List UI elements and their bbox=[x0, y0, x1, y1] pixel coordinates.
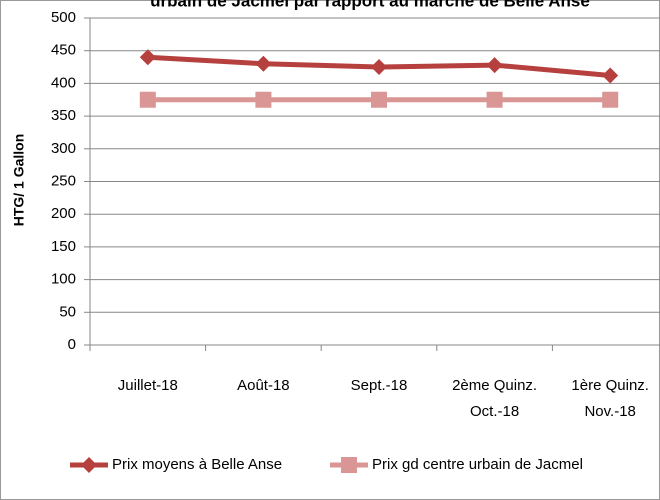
data-point bbox=[255, 91, 272, 108]
y-tick-label: 350 bbox=[51, 107, 76, 124]
y-tick-label: 50 bbox=[59, 303, 76, 320]
data-point bbox=[341, 457, 357, 473]
chart-title: urbain de Jacmel par rapport au marché d… bbox=[150, 0, 590, 10]
data-point bbox=[255, 55, 272, 72]
y-axis-label: HTG/ 1 Gallon bbox=[11, 134, 27, 227]
y-tick-label: 0 bbox=[68, 336, 76, 353]
y-tick-label: 100 bbox=[51, 271, 76, 288]
legend-label: Prix gd centre urbain de Jacmel bbox=[372, 456, 583, 473]
y-tick-label: 200 bbox=[51, 205, 76, 222]
x-tick-label: Juillet-18 bbox=[117, 377, 178, 394]
data-point bbox=[602, 91, 619, 108]
data-point bbox=[486, 57, 503, 74]
data-point bbox=[602, 67, 619, 84]
data-point bbox=[371, 59, 387, 76]
legend-label: Prix moyens à Belle Anse bbox=[112, 456, 282, 473]
data-point bbox=[371, 91, 387, 108]
y-tick-label: 250 bbox=[51, 172, 76, 189]
data-point bbox=[486, 91, 503, 108]
data-point bbox=[81, 457, 97, 473]
y-tick-label: 500 bbox=[51, 9, 76, 26]
data-point bbox=[139, 91, 156, 108]
x-tick-label: Sept.-18 bbox=[350, 377, 408, 394]
x-tick-label: 1ère Quinz. Nov.-18 bbox=[571, 377, 649, 420]
data-point bbox=[139, 49, 156, 66]
y-tick-label: 300 bbox=[51, 140, 76, 157]
y-tick-label: 400 bbox=[51, 74, 76, 91]
y-tick-label: 450 bbox=[51, 42, 76, 59]
x-tick-label: 2ème Quinz. Oct.-18 bbox=[452, 377, 538, 420]
x-tick-label: Août-18 bbox=[237, 377, 290, 394]
y-tick-label: 150 bbox=[51, 238, 76, 255]
